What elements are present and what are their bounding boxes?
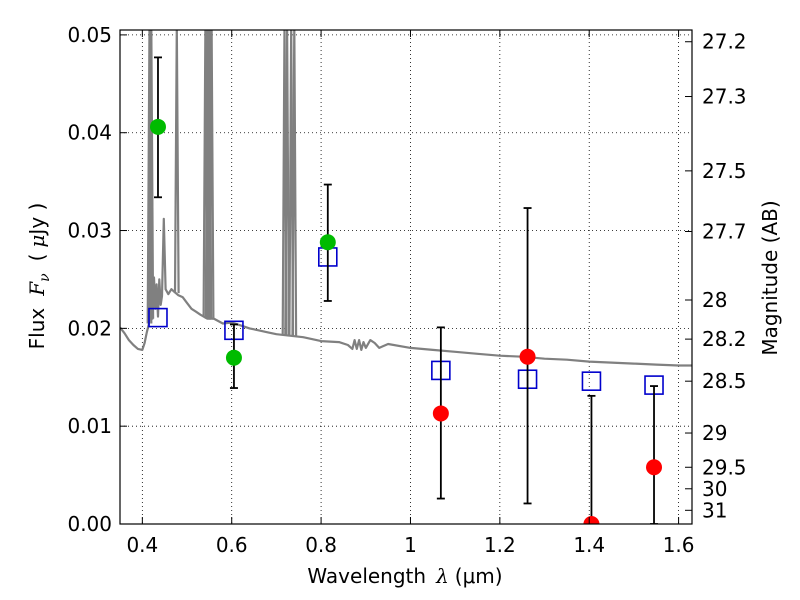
- y-tick-label: 0.02: [67, 316, 112, 340]
- emission-line-spike: [208, 30, 215, 320]
- y-tick-label: 0.00: [67, 512, 112, 536]
- y2-tick-label: 27.3: [702, 85, 747, 109]
- x-tick-label: 0.6: [216, 533, 248, 557]
- y2-tick-label: 30: [702, 477, 727, 501]
- axes-frame: [119, 29, 693, 525]
- non-detection-point: [432, 405, 449, 422]
- x-tick-label: 0.8: [305, 533, 337, 557]
- y-tick-label: 0.03: [67, 219, 112, 243]
- x-axis-label: Wavelength λ (μm): [307, 564, 502, 588]
- non-detection-point: [583, 516, 600, 524]
- emission-line-spike: [284, 30, 290, 336]
- y-axis-label: FluxFν(μJy ): [25, 203, 53, 350]
- y2-tick-label: 31: [702, 498, 727, 522]
- y2-tick-label: 28: [702, 288, 727, 312]
- model-photometry-square: [581, 371, 602, 391]
- y-tick-label: 0.04: [67, 121, 112, 145]
- x-tick-label: 0.4: [126, 533, 158, 557]
- y2-tick-label: 28.2: [702, 327, 747, 351]
- y-tick-label: 0.05: [67, 23, 112, 47]
- tick-labels: 0.4 0.6 0.8 1 1.2 1.4 1.6 0.00 0.01 0.02 0.03 0.04 0…: [67, 23, 746, 557]
- emission-line-spike: [291, 30, 298, 337]
- x-tick-label: 1.2: [484, 533, 516, 557]
- y2-tick-label: 27.7: [702, 220, 747, 244]
- y2-tick-label: 28.5: [702, 369, 747, 393]
- non-detection-point: [646, 459, 663, 476]
- tick-marks: [120, 30, 692, 525]
- y2-tick-label: 27.5: [702, 159, 747, 183]
- x-tick-label: 1.4: [573, 533, 605, 557]
- non-detection-point: [519, 348, 536, 365]
- y2-axis-label: Magnitude (AB): [758, 200, 782, 355]
- y-tick-label: 0.01: [67, 414, 112, 438]
- plot-area: [120, 30, 692, 524]
- emission-line-spike: [173, 30, 180, 294]
- model-photometry-square: [148, 307, 168, 328]
- detection-point: [319, 234, 336, 251]
- emission-line-spike: [148, 30, 155, 319]
- y2-tick-label: 27.2: [702, 30, 747, 54]
- detection-point: [149, 118, 166, 135]
- y2-tick-label: 29: [702, 421, 727, 445]
- x-tick-label: 1: [404, 533, 417, 557]
- detection-point: [225, 349, 242, 366]
- y2-tick-label: 29.5: [702, 455, 747, 479]
- spectrum-line: [120, 217, 692, 367]
- x-tick-label: 1.6: [663, 533, 695, 557]
